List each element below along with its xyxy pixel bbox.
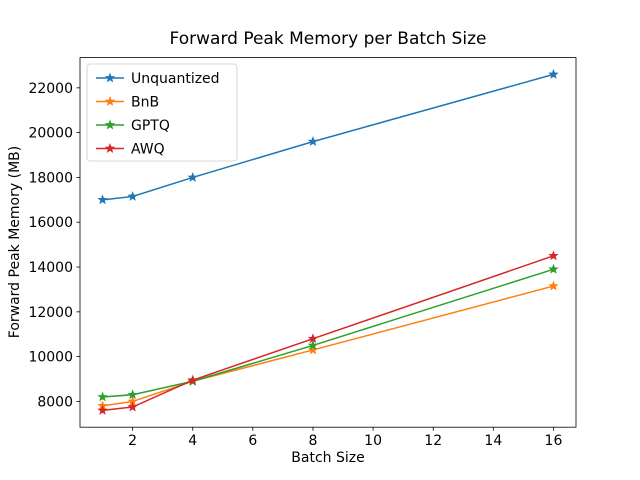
series-marker-bnb xyxy=(307,344,319,355)
x-tick-label: 4 xyxy=(188,433,197,449)
y-tick-label: 20000 xyxy=(28,126,73,142)
legend-label-bnb: BnB xyxy=(131,95,159,111)
y-tick-label: 8000 xyxy=(37,394,73,410)
series-marker-gptq xyxy=(97,391,108,402)
legend-marker-bnb xyxy=(104,96,116,106)
x-tick-label: 10 xyxy=(364,433,382,449)
y-tick-label: 12000 xyxy=(28,305,73,321)
series-marker-bnb xyxy=(548,280,559,291)
legend-label-gptq: GPTQ xyxy=(131,118,170,134)
legend-marker-gptq xyxy=(104,119,116,130)
series-marker-gptq xyxy=(127,389,138,400)
series-marker-bnb xyxy=(127,395,138,406)
chart-title: Forward Peak Memory per Batch Size xyxy=(169,29,487,49)
series-marker-awq xyxy=(548,250,559,261)
y-tick-label: 14000 xyxy=(28,260,73,276)
y-tick-label: 10000 xyxy=(28,350,73,366)
legend-label-unquantized: Unquantized xyxy=(131,71,220,87)
series-marker-unquantized xyxy=(307,136,319,147)
series-marker-awq xyxy=(97,404,108,415)
x-tick-label: 16 xyxy=(545,433,563,449)
y-tick-label: 22000 xyxy=(28,81,73,97)
legend-marker-awq xyxy=(104,143,116,153)
series-line-awq xyxy=(102,255,554,412)
series-marker-awq xyxy=(127,401,138,412)
series-marker-awq xyxy=(187,374,198,385)
series-marker-gptq xyxy=(307,339,319,350)
series-marker-unquantized xyxy=(127,190,138,201)
x-tick-label: 14 xyxy=(484,433,502,449)
x-axis-label: Batch Size xyxy=(291,450,365,466)
x-tick-label: 12 xyxy=(424,433,442,449)
series-line-bnb xyxy=(102,285,554,407)
series-marker-gptq xyxy=(548,263,559,274)
series-marker-unquantized xyxy=(548,68,559,79)
legend-label-awq: AWQ xyxy=(131,142,165,158)
x-tick-label: 8 xyxy=(309,433,318,449)
x-tick-label: 2 xyxy=(128,433,137,449)
x-tick-label: 6 xyxy=(248,433,257,449)
y-tick-label: 18000 xyxy=(28,170,73,186)
series-marker-awq xyxy=(307,333,319,344)
series-marker-unquantized xyxy=(187,171,198,182)
y-tick-label: 16000 xyxy=(28,215,73,231)
legend-marker-unquantized xyxy=(104,72,116,83)
legend-box xyxy=(86,63,238,162)
series-marker-unquantized xyxy=(97,194,108,205)
axes-frame xyxy=(79,57,577,428)
